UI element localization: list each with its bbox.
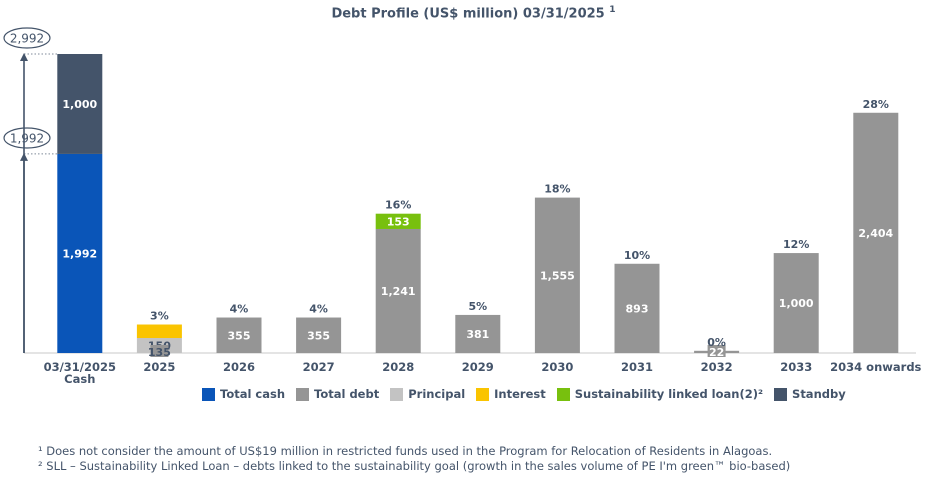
legend-swatch-total-cash [202,387,215,401]
bar-2030-total-debt [534,197,580,353]
label-2034-onwards-total-debt: 2,404 [858,227,893,240]
bar-2034-onwards-total-debt [853,112,899,353]
tick-label-2025: 2025 [143,360,175,374]
tick-label-2026: 2026 [223,360,255,374]
tick-label-2032: 2032 [701,360,733,374]
bar-2031-total-debt [614,263,660,353]
pct-label-2034-onwards: 28% [863,98,889,111]
title-footnote-mark: 1 [609,5,616,15]
footnote-2: ² SLL – Sustainability Linked Loan – deb… [38,458,791,473]
chart-legend: Total cash Total debt Principal Interest… [202,387,846,401]
tick-label-2034-onwards: 2034 onwards [830,360,921,374]
legend-item-principal: Principal [390,387,465,401]
bar-cash-total-cash [57,153,103,353]
marker-label-1-992: 1,992 [10,132,44,146]
pct-label-2030: 18% [544,183,570,196]
legend-label-total-debt: Total debt [314,387,380,401]
marker-arrowhead-1-992 [20,152,28,161]
tick-label-2027: 2027 [303,360,335,374]
pct-label-2031: 10% [624,249,650,262]
bar-cash-standby [57,54,103,154]
marker-ellipse-1-992 [3,127,51,149]
legend-label-principal: Principal [408,387,466,401]
label-2026-total-debt: 355 [228,329,251,342]
bar-2027-total-debt [296,317,342,353]
legend-label-sll: Sustainability linked loan(2)² [574,387,764,401]
tick-label-2029: 2029 [462,360,494,374]
legend-label-standby: Standby [792,387,846,401]
bar-2032-label-bg [707,345,726,357]
legend-swatch-total-debt [296,387,310,401]
label-2031-total-debt: 893 [626,302,649,315]
chart-title-text: Debt Profile (US$ million) 03/31/2025 [331,6,605,22]
pct-label-2027: 4% [309,303,328,316]
label-cash-standby: 1,000 [62,98,97,111]
tick-label-2030: 2030 [541,360,573,374]
tick-label-03-31-2025-cash-1: 03/31/2025 [44,360,116,374]
tick-label-2033: 2033 [780,360,812,374]
label-2025-interest: 135 [148,346,171,359]
legend-item-standby: Standby [774,387,846,401]
marker-label-2-992: 2,992 [10,32,44,46]
pct-label-2025: 3% [150,310,169,323]
pct-label-2028: 16% [385,199,411,212]
legend-item-total-debt: Total debt [296,387,379,401]
tick-label-03-31-2025-cash-2: Cash [64,372,95,386]
pct-label-2033: 12% [783,238,809,251]
legend-item-total-cash: Total cash [202,387,285,401]
legend-swatch-interest [476,387,490,401]
pct-label-2032: 0% [707,336,726,349]
label-2030-total-debt: 1,555 [540,269,575,282]
legend-label-total-cash: Total cash [220,387,286,401]
bar-2029-total-debt [455,314,501,353]
chart-title: Debt Profile (US$ million) 03/31/2025 1 [0,5,947,21]
bar-2025-label-bg [150,345,169,357]
label-2029-total-debt: 381 [466,328,489,341]
legend-swatch-sll [556,387,570,401]
tick-label-2031: 2031 [621,360,653,374]
label-2028-sustainability-linked-loan-2: 153 [387,215,410,228]
legend-swatch-standby [774,387,788,401]
pct-label-2026: 4% [230,303,249,316]
legend-item-sll: Sustainability linked loan(2)² [556,387,764,401]
marker-ellipse-2-992 [3,27,51,49]
label-2028-total-debt: 1,241 [381,285,416,298]
label-2033-total-debt: 1,000 [779,297,814,310]
tick-label-2028: 2028 [382,360,414,374]
footnote-1: ¹ Does not consider the amount of US$19 … [38,444,773,458]
bar-2028-sustainability-linked-loan-2 [375,213,421,229]
marker-arrowhead-2-992 [20,53,28,61]
footnotes: ¹ Does not consider the amount of US$19 … [38,444,790,473]
bar-2026-total-debt [216,317,262,353]
bar-2028-total-debt [375,228,421,353]
label-2027-total-debt: 355 [307,329,330,342]
legend-item-interest: Interest [476,387,546,401]
label-2032-total-debt: 22 [709,346,724,359]
pct-label-2029: 5% [468,300,487,313]
bar-2025-interest [136,324,182,339]
legend-swatch-principal [390,387,404,401]
legend-label-interest: Interest [494,387,546,401]
label-cash-total-cash: 1,992 [62,247,97,260]
bar-2033-total-debt [773,253,819,353]
